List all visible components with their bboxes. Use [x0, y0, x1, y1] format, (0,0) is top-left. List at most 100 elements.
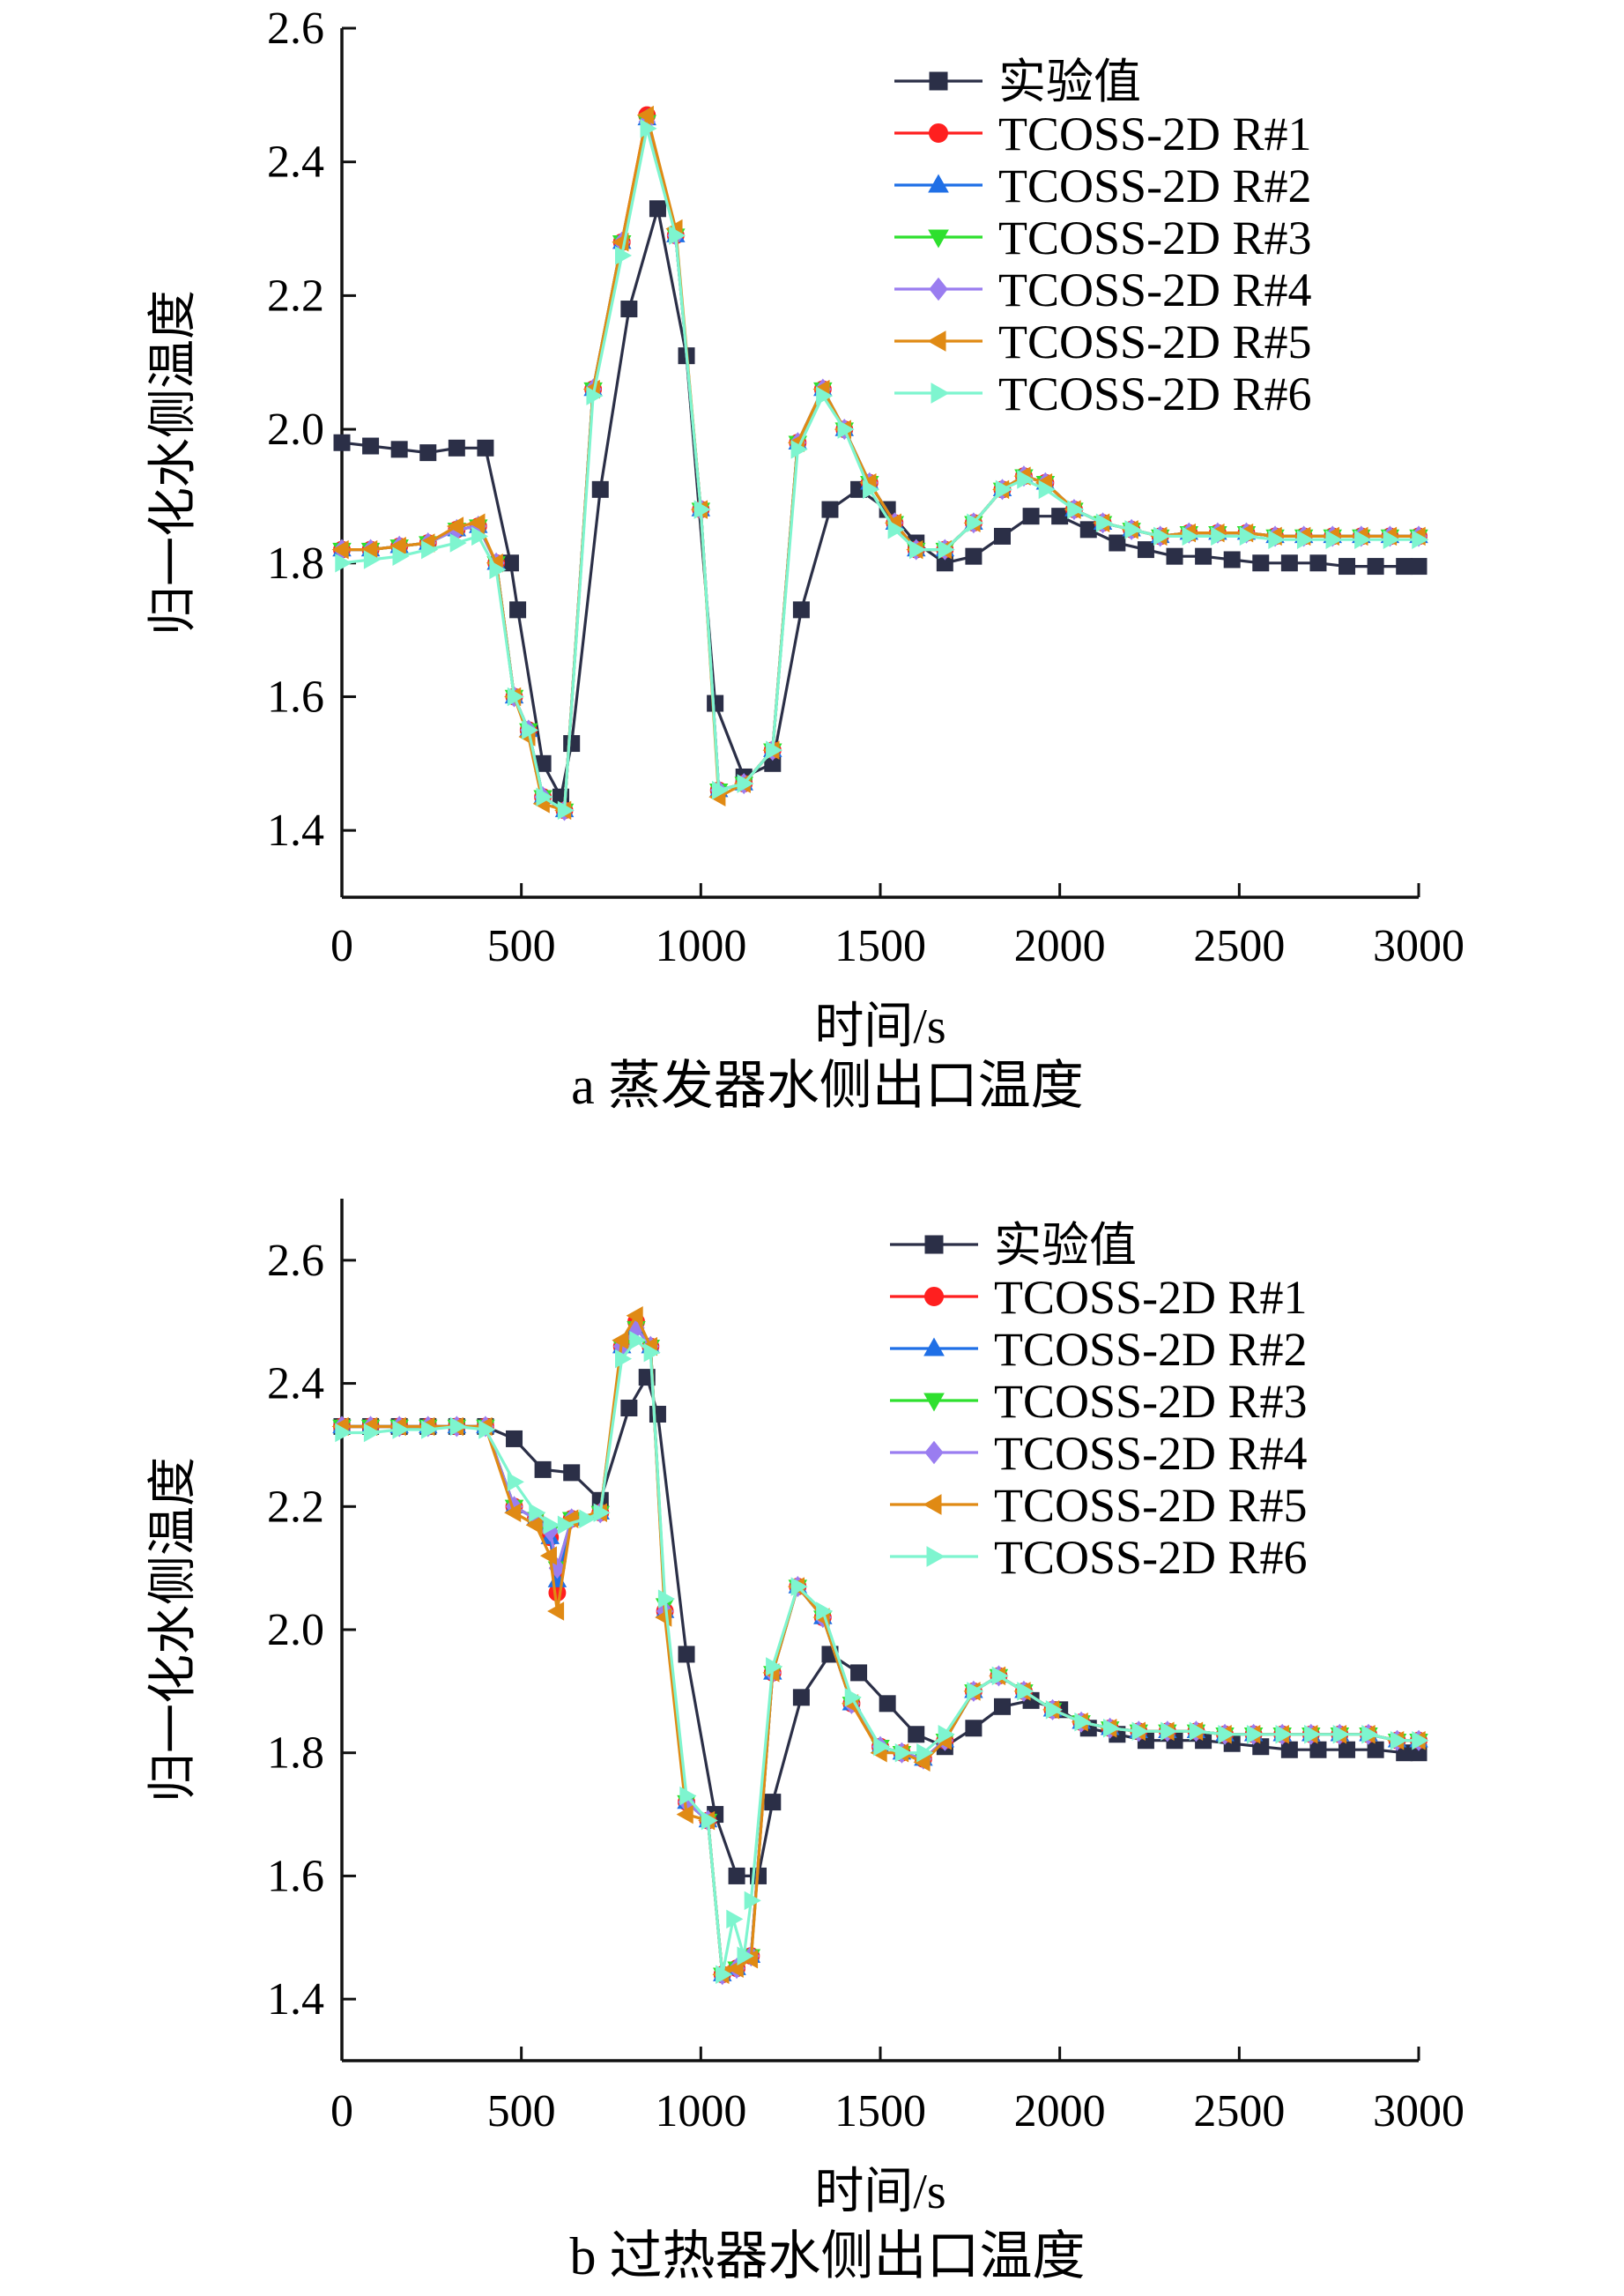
series-point — [701, 1810, 718, 1831]
series-point — [965, 1720, 983, 1737]
legend-item: TCOSS-2D R#1 — [890, 1271, 1308, 1324]
series-point — [620, 1400, 638, 1417]
legend-label: TCOSS-2D R#5 — [998, 316, 1312, 368]
series-point — [693, 500, 711, 519]
legend-item: TCOSS-2D R#5 — [890, 1479, 1308, 1532]
legend-item: TCOSS-2D R#4 — [894, 264, 1312, 316]
series-point — [887, 520, 905, 539]
series-point — [993, 527, 1011, 545]
series-point — [557, 800, 575, 821]
series-point — [707, 695, 724, 712]
legend-marker — [923, 1494, 942, 1515]
series-point — [363, 550, 381, 569]
series-point — [363, 1423, 381, 1443]
series-point — [477, 439, 494, 457]
series-point — [1252, 554, 1270, 572]
series-point — [1367, 558, 1384, 576]
legend-marker — [931, 383, 950, 404]
series-point — [1339, 1741, 1356, 1758]
legend-item: TCOSS-2D R#5 — [894, 316, 1312, 368]
y-tick-label: 2.4 — [267, 1359, 324, 1409]
series-point — [506, 1430, 523, 1447]
series-point — [615, 246, 633, 265]
series-point — [1239, 526, 1257, 546]
series-point — [629, 1330, 647, 1350]
series-point — [1022, 508, 1040, 525]
caption-letter: b — [570, 2227, 610, 2285]
series-point — [1109, 534, 1126, 552]
series-point — [1102, 1719, 1121, 1738]
series-point — [335, 554, 352, 573]
series-point — [995, 479, 1012, 500]
legend-label: TCOSS-2D R#3 — [998, 212, 1312, 264]
series-point — [331, 539, 349, 560]
series-point — [586, 386, 604, 405]
series-point — [1124, 520, 1142, 539]
x-axis-label: 时间/s — [814, 2165, 945, 2219]
legend-item: TCOSS-2D R#6 — [890, 1531, 1308, 1584]
series-point — [547, 1601, 565, 1621]
series-point — [1268, 530, 1286, 549]
series-point — [649, 200, 666, 218]
legend-item: TCOSS-2D R#2 — [890, 1323, 1308, 1376]
series-point — [669, 226, 686, 245]
series-point — [489, 560, 507, 580]
y-tick-label: 1.8 — [267, 539, 324, 589]
x-tick-label: 0 — [330, 2086, 353, 2136]
series-point — [1211, 526, 1228, 546]
series-point — [1189, 1721, 1206, 1742]
series-point — [421, 539, 439, 560]
series-point — [392, 546, 410, 566]
series-point — [333, 434, 351, 451]
legend-item: TCOSS-2D R#3 — [894, 212, 1312, 264]
series-point — [679, 1786, 697, 1806]
y-tick-label: 2.2 — [267, 271, 324, 321]
series-point — [1246, 1725, 1264, 1744]
x-tick-label: 2500 — [1193, 2086, 1285, 2136]
series-point — [792, 601, 810, 619]
series-point — [1131, 1721, 1149, 1742]
series-point — [509, 601, 527, 619]
y-axis-label: 归一化水侧温度 — [146, 290, 201, 635]
series-point — [626, 1305, 643, 1326]
legend-marker — [923, 1337, 945, 1356]
series-point — [471, 526, 489, 546]
legend-item: TCOSS-2D R#2 — [894, 160, 1312, 212]
series-point — [1195, 547, 1212, 565]
series-point — [1383, 530, 1400, 549]
series-point — [620, 301, 638, 318]
series-point — [1161, 1721, 1178, 1742]
series-point — [640, 119, 657, 138]
series-point — [678, 1646, 695, 1663]
series-point — [507, 687, 524, 707]
series-point — [446, 516, 464, 536]
legend-marker — [924, 1287, 944, 1306]
series-point — [726, 1909, 744, 1929]
series-point — [676, 1804, 693, 1824]
series-point — [1280, 554, 1298, 572]
legend-label: TCOSS-2D R#2 — [998, 160, 1312, 212]
series-point — [766, 1657, 783, 1676]
series-point — [636, 105, 654, 125]
legend-marker — [929, 71, 948, 91]
series-point — [1218, 1725, 1235, 1744]
series-point — [712, 780, 730, 800]
series-point — [967, 1682, 984, 1701]
series-point — [1367, 1741, 1384, 1758]
series-point — [1304, 1725, 1322, 1744]
legend-item: TCOSS-2D R#3 — [890, 1375, 1308, 1428]
series-point — [1332, 1725, 1350, 1744]
series-point — [837, 420, 855, 439]
x-tick-label: 500 — [487, 2086, 556, 2136]
series-point — [938, 1725, 955, 1744]
series-point — [1396, 558, 1413, 576]
legend-label: TCOSS-2D R#4 — [994, 1427, 1308, 1480]
series-point — [449, 533, 467, 553]
legend-marker — [928, 229, 949, 249]
series-point — [1045, 1700, 1063, 1720]
legend-item: TCOSS-2D R#1 — [894, 108, 1312, 160]
series-point — [766, 740, 783, 760]
x-tick-label: 1500 — [834, 921, 926, 971]
series-point — [1361, 1725, 1379, 1744]
series-7 — [335, 1330, 1429, 1984]
